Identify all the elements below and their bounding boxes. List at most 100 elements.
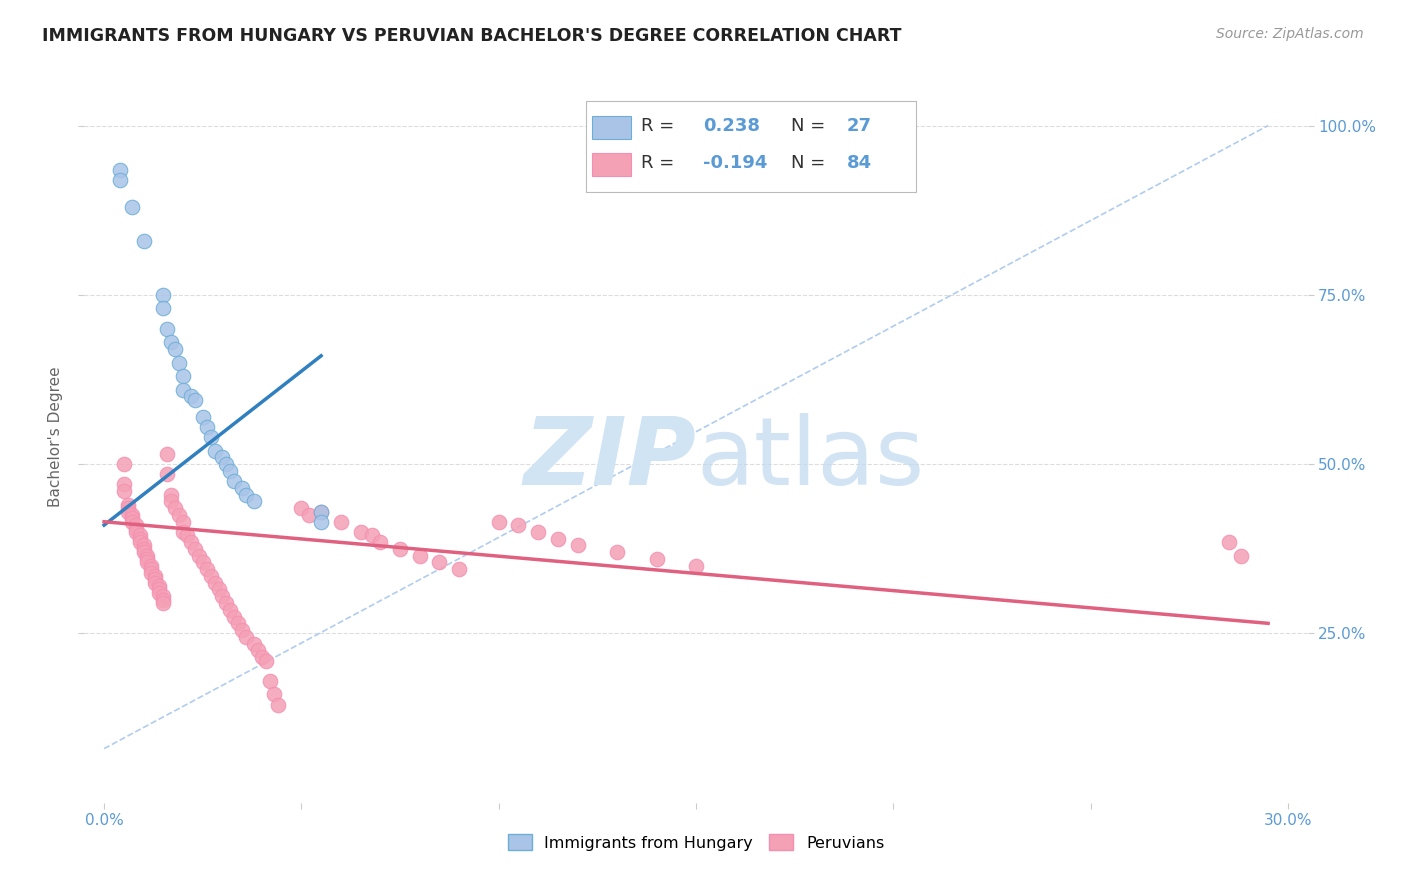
Point — [409, 549, 432, 563]
Point — [176, 528, 198, 542]
Point — [235, 488, 257, 502]
Point — [172, 524, 194, 539]
FancyBboxPatch shape — [592, 153, 631, 176]
Point — [226, 616, 249, 631]
Point — [156, 467, 179, 482]
Point — [488, 515, 510, 529]
Legend: Immigrants from Hungary, Peruvians: Immigrants from Hungary, Peruvians — [502, 828, 890, 857]
Point — [184, 541, 207, 556]
Point — [204, 443, 226, 458]
Point — [165, 342, 187, 356]
Point — [207, 582, 229, 597]
Point — [429, 555, 451, 569]
Y-axis label: Bachelor's Degree: Bachelor's Degree — [48, 367, 63, 508]
Point — [145, 569, 167, 583]
Point — [224, 474, 246, 488]
Point — [117, 498, 139, 512]
Point — [121, 511, 143, 525]
Point — [645, 552, 668, 566]
Text: atlas: atlas — [696, 413, 924, 505]
Point — [132, 538, 155, 552]
Point — [148, 586, 170, 600]
Point — [606, 545, 628, 559]
Point — [132, 541, 155, 556]
Point — [200, 569, 222, 583]
Point — [246, 643, 269, 657]
Point — [121, 200, 143, 214]
Text: 27: 27 — [846, 117, 872, 136]
Point — [124, 518, 146, 533]
Point — [136, 552, 159, 566]
Point — [200, 430, 222, 444]
Point — [121, 508, 143, 522]
Point — [180, 535, 202, 549]
Text: ZIP: ZIP — [523, 413, 696, 505]
Point — [1218, 535, 1240, 549]
Point — [128, 532, 150, 546]
Point — [547, 532, 569, 546]
Point — [219, 603, 242, 617]
Point — [145, 572, 167, 586]
Point — [117, 505, 139, 519]
Point — [309, 515, 332, 529]
Point — [204, 575, 226, 590]
Point — [243, 494, 266, 508]
Point — [567, 538, 589, 552]
Text: IMMIGRANTS FROM HUNGARY VS PERUVIAN BACHELOR'S DEGREE CORRELATION CHART: IMMIGRANTS FROM HUNGARY VS PERUVIAN BACH… — [42, 27, 901, 45]
FancyBboxPatch shape — [592, 116, 631, 139]
Point — [160, 488, 183, 502]
Point — [243, 637, 266, 651]
Point — [235, 630, 257, 644]
Point — [136, 549, 159, 563]
Point — [141, 562, 163, 576]
Point — [449, 562, 471, 576]
Point — [108, 172, 131, 186]
Point — [184, 392, 207, 407]
Point — [349, 524, 371, 539]
Point — [1229, 549, 1251, 563]
Point — [148, 582, 170, 597]
Point — [389, 541, 412, 556]
Point — [263, 688, 285, 702]
Point — [148, 579, 170, 593]
Point — [112, 484, 135, 499]
Point — [368, 535, 391, 549]
Point — [145, 575, 167, 590]
Point — [152, 301, 174, 316]
Point — [172, 515, 194, 529]
Text: N =: N = — [792, 153, 837, 172]
Point — [224, 609, 246, 624]
Point — [329, 515, 352, 529]
Point — [309, 505, 332, 519]
Point — [112, 477, 135, 491]
Point — [132, 234, 155, 248]
Point — [191, 555, 214, 569]
Text: 0.238: 0.238 — [703, 117, 761, 136]
Point — [254, 654, 277, 668]
Point — [219, 464, 242, 478]
Point — [124, 524, 146, 539]
Point — [508, 518, 530, 533]
Text: -0.194: -0.194 — [703, 153, 768, 172]
Point — [298, 508, 321, 522]
Point — [191, 409, 214, 424]
Point — [152, 592, 174, 607]
Point — [290, 501, 312, 516]
Point — [309, 505, 332, 519]
Text: R =: R = — [641, 153, 686, 172]
FancyBboxPatch shape — [586, 101, 917, 192]
Point — [128, 535, 150, 549]
Point — [215, 457, 238, 471]
Point — [167, 508, 190, 522]
Point — [112, 457, 135, 471]
Point — [195, 562, 218, 576]
Text: Source: ZipAtlas.com: Source: ZipAtlas.com — [1216, 27, 1364, 41]
Point — [132, 545, 155, 559]
Point — [165, 501, 187, 516]
Point — [128, 528, 150, 542]
Point — [117, 501, 139, 516]
Point — [156, 447, 179, 461]
Point — [141, 566, 163, 580]
Point — [195, 420, 218, 434]
Point — [211, 450, 233, 465]
